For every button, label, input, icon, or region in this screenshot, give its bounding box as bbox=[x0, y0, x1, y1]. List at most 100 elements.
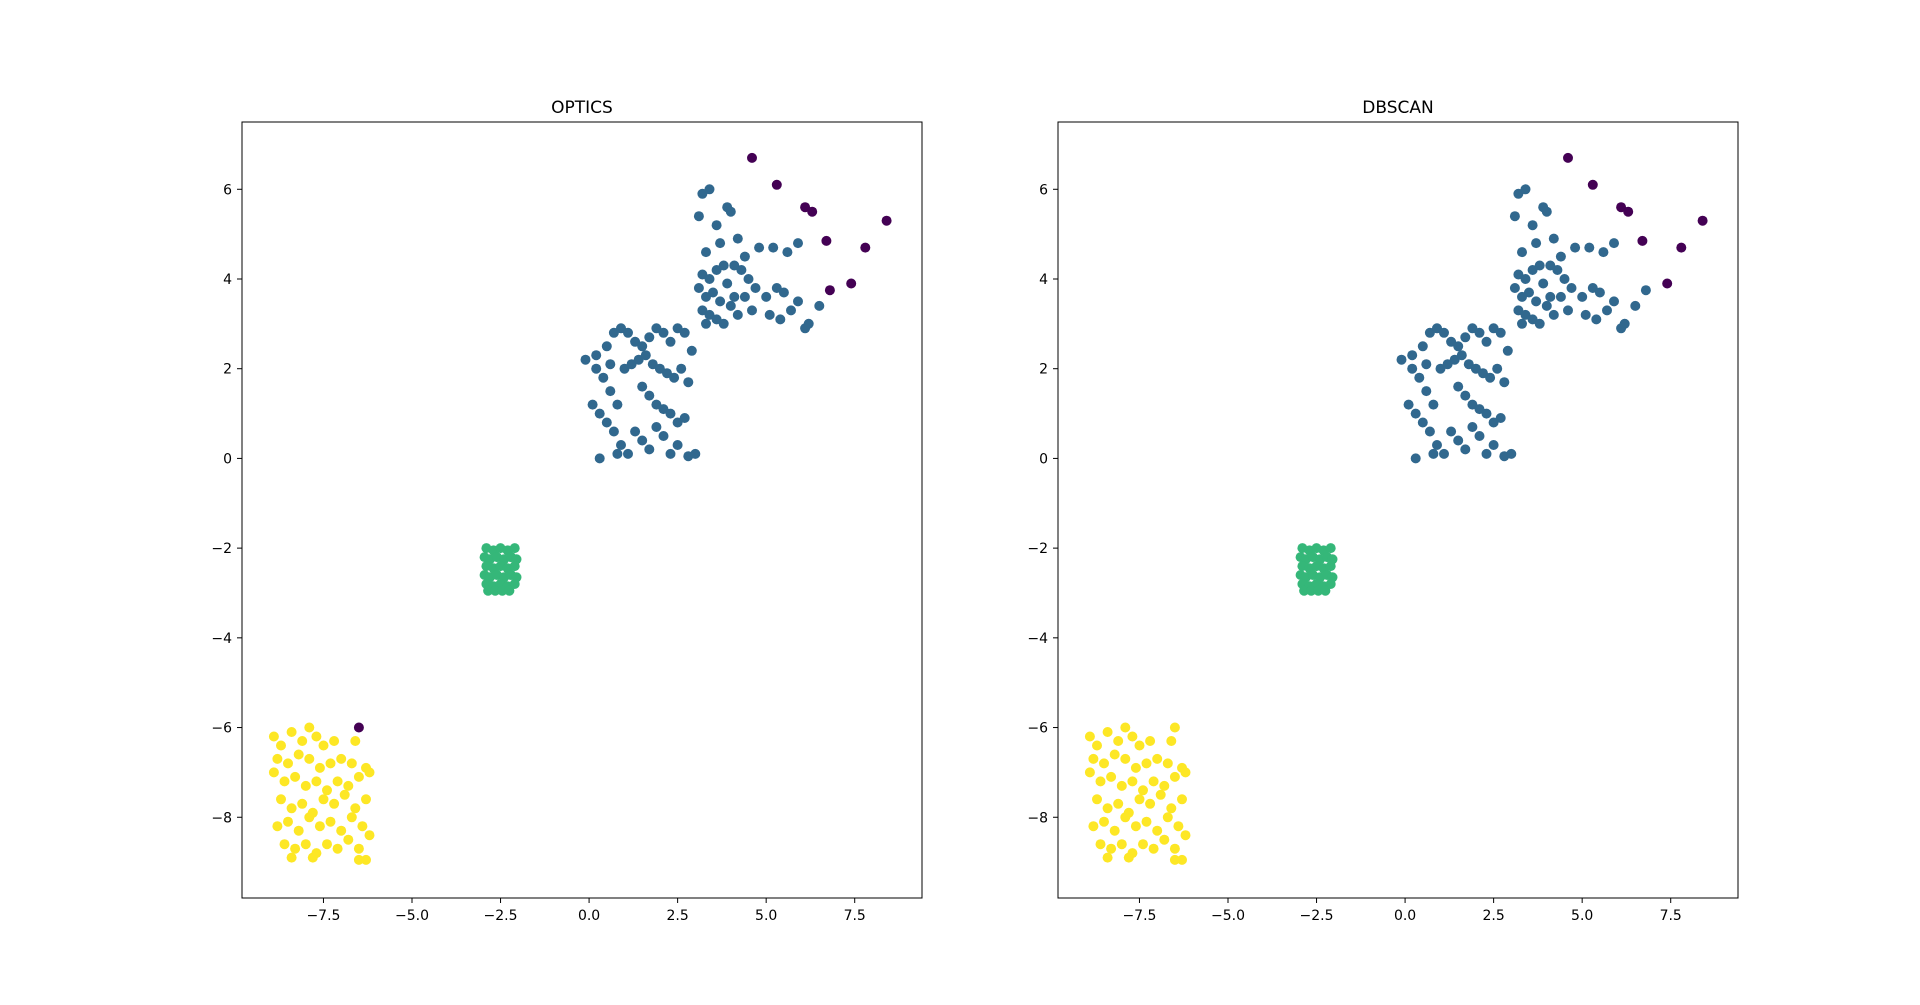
optics-cluster-1-point-60 bbox=[679, 327, 690, 338]
optics-cluster-1-point-74 bbox=[612, 399, 623, 410]
optics-cluster-1-point-66 bbox=[647, 359, 658, 370]
optics-cluster-1-point-76 bbox=[644, 390, 655, 401]
dbscan-cluster-3-point-14 bbox=[1152, 753, 1163, 764]
dbscan-cluster-1-point-61 bbox=[1495, 327, 1506, 338]
optics-y-tick-label-2: −4 bbox=[211, 631, 232, 647]
optics-cluster-0-point-5 bbox=[860, 242, 871, 253]
dbscan-cluster-2-point-4 bbox=[1325, 543, 1336, 554]
optics-cluster-3-point-17 bbox=[279, 776, 290, 787]
dbscan-cluster-3-point-58 bbox=[1145, 736, 1156, 746]
dbscan-cluster-1-point-41 bbox=[1534, 318, 1545, 329]
optics-cluster-1-point-57 bbox=[658, 327, 669, 338]
optics-cluster-1-point-93 bbox=[665, 448, 676, 459]
dbscan-cluster-3-point-57 bbox=[1180, 830, 1191, 841]
dbscan-cluster-1-point-11 bbox=[1584, 242, 1595, 253]
dbscan-cluster-1-point-64 bbox=[1442, 359, 1453, 370]
optics-cluster-3-point-58 bbox=[350, 736, 361, 746]
dbscan-cluster-1-point-85 bbox=[1417, 417, 1428, 428]
optics-cluster-1-point-88 bbox=[630, 426, 641, 437]
optics-cluster-2-point-28 bbox=[490, 585, 501, 596]
optics-y-tick-label-7: 6 bbox=[223, 182, 232, 198]
optics-plot-frame bbox=[241, 121, 923, 899]
optics-cluster-1-point-86 bbox=[616, 440, 626, 450]
dbscan-cluster-3-point-25 bbox=[1169, 771, 1180, 782]
optics-cluster-3-point-4 bbox=[304, 722, 315, 733]
optics-cluster-3-point-35 bbox=[272, 821, 283, 832]
optics-cluster-1-point-26 bbox=[704, 274, 715, 284]
dbscan-cluster-3-point-59 bbox=[1166, 736, 1177, 746]
dbscan-cluster-3-point-33 bbox=[1155, 789, 1166, 800]
dbscan-cluster-1-point-88 bbox=[1439, 448, 1449, 459]
dbscan-cluster-2-point-27 bbox=[1299, 585, 1310, 596]
dbscan-cluster-1-point-21 bbox=[1602, 305, 1612, 316]
optics-cluster-1-point-77 bbox=[651, 399, 662, 410]
optics-cluster-1-point-4 bbox=[715, 238, 726, 249]
optics-cluster-1-point-1 bbox=[697, 188, 708, 199]
dbscan-cluster-1-point-55 bbox=[1453, 341, 1464, 352]
dbscan-cluster-1-point-56 bbox=[1460, 332, 1471, 343]
dbscan-cluster-0-point-0 bbox=[1563, 152, 1573, 163]
dbscan-cluster-3-point-29 bbox=[1113, 798, 1124, 809]
optics-cluster-3-point-14 bbox=[346, 758, 357, 769]
optics-cluster-1-point-35 bbox=[732, 309, 743, 320]
dbscan-cluster-1-point-13 bbox=[1609, 238, 1619, 249]
optics-cluster-2-point-4 bbox=[509, 543, 520, 554]
optics-cluster-1-point-90 bbox=[644, 444, 655, 455]
optics-cluster-3-point-57 bbox=[329, 736, 340, 746]
dbscan-cluster-3-point-6 bbox=[1134, 740, 1145, 751]
dbscan-y-tick-label-4: 0 bbox=[1039, 451, 1048, 467]
optics-cluster-3-point-44 bbox=[279, 839, 290, 850]
optics-cluster-1-point-25 bbox=[697, 269, 708, 280]
optics-cluster-1-point-41 bbox=[729, 291, 740, 302]
dbscan-cluster-1-point-48 bbox=[1396, 354, 1407, 365]
dbscan-cluster-3-point-0 bbox=[1084, 731, 1095, 742]
optics-cluster-3-point-42 bbox=[346, 812, 357, 823]
optics-cluster-2-point-15 bbox=[509, 561, 520, 572]
dbscan-cluster-3-point-12 bbox=[1130, 762, 1141, 773]
optics-cluster-1-point-29 bbox=[722, 278, 733, 289]
dbscan-cluster-0-point-7 bbox=[1662, 278, 1673, 289]
dbscan-cluster-3-point-42 bbox=[1152, 825, 1163, 836]
dbscan-cluster-1-point-5 bbox=[1517, 247, 1527, 258]
optics-cluster-3-point-10 bbox=[304, 753, 315, 764]
optics-cluster-1-point-37 bbox=[697, 305, 708, 316]
dbscan-cluster-0-point-5 bbox=[1676, 242, 1687, 253]
optics-cluster-1-point-58 bbox=[665, 336, 676, 347]
dbscan-cluster-1-point-30 bbox=[1538, 278, 1549, 289]
dbscan-cluster-0-point-6 bbox=[1697, 215, 1708, 226]
dbscan-chart-title: DBSCAN bbox=[1362, 98, 1433, 118]
dbscan-cluster-1-point-2 bbox=[1520, 184, 1531, 195]
dbscan-cluster-3-point-45 bbox=[1095, 839, 1106, 850]
dbscan-cluster-1-point-89 bbox=[1446, 426, 1457, 437]
optics-cluster-0-point-8 bbox=[846, 278, 857, 289]
dbscan-cluster-1-point-99 bbox=[1428, 448, 1439, 459]
optics-x-tick-label-1: −5.0 bbox=[395, 908, 429, 924]
optics-cluster-3-point-30 bbox=[318, 794, 329, 805]
optics-cluster-1-point-89 bbox=[637, 435, 648, 446]
optics-cluster-3-point-55 bbox=[361, 854, 371, 865]
dbscan-cluster-3-point-52 bbox=[1169, 843, 1180, 854]
dbscan-cluster-1-point-22 bbox=[1609, 296, 1619, 307]
dbscan-cluster-1-point-47 bbox=[1517, 318, 1527, 329]
dbscan-cluster-3-point-46 bbox=[1106, 843, 1117, 854]
optics-cluster-1-point-20 bbox=[778, 287, 789, 298]
optics-cluster-1-point-36 bbox=[739, 291, 750, 302]
dbscan-cluster-3-point-35 bbox=[1177, 794, 1187, 805]
optics-y-tick-label-3: −2 bbox=[211, 541, 232, 557]
optics-cluster-1-point-18 bbox=[761, 291, 772, 302]
dbscan-cluster-1-point-98 bbox=[1410, 453, 1421, 464]
dbscan-cluster-1-point-92 bbox=[1467, 422, 1478, 432]
dbscan-cluster-3-point-37 bbox=[1099, 816, 1109, 827]
optics-cluster-3-point-34 bbox=[361, 794, 371, 805]
optics-cluster-1-point-9 bbox=[739, 251, 750, 262]
dbscan-cluster-1-point-27 bbox=[1520, 274, 1531, 284]
optics-cluster-1-point-15 bbox=[736, 265, 747, 275]
optics-y-tick-label-1: −6 bbox=[211, 721, 232, 737]
optics-cluster-3-point-1 bbox=[276, 740, 286, 751]
dbscan-cluster-1-point-3 bbox=[1527, 220, 1538, 231]
optics-cluster-1-point-8 bbox=[732, 233, 743, 244]
optics-cluster-3-point-5 bbox=[311, 731, 322, 742]
optics-cluster-3-point-54 bbox=[353, 854, 364, 865]
dbscan-cluster-1-point-8 bbox=[1548, 233, 1559, 244]
dbscan-cluster-1-point-53 bbox=[1439, 327, 1449, 338]
